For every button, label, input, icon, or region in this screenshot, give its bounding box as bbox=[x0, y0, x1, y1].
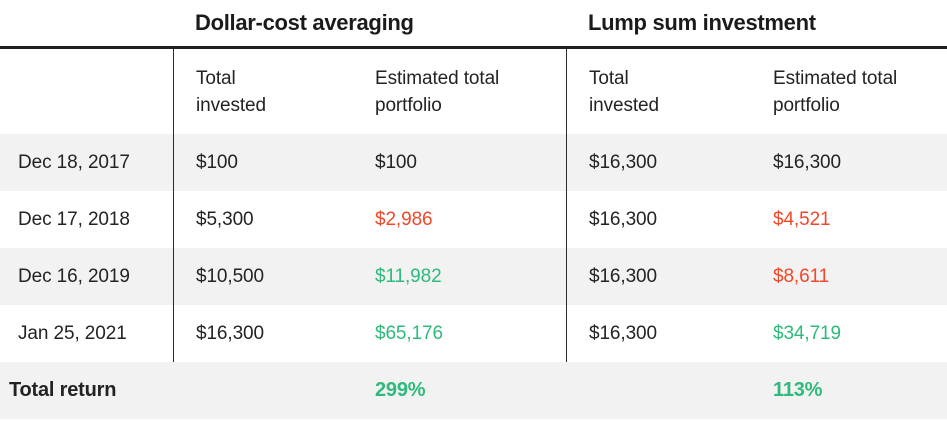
title-row-spacer bbox=[0, 0, 173, 49]
lump-portfolio-cell: $16,300 bbox=[751, 134, 947, 191]
column-header-dca-estimated-portfolio: Estimated total portfolio bbox=[353, 49, 566, 134]
section-title-lump-sum: Lump sum investment bbox=[566, 0, 947, 49]
section-title-dollar-cost-averaging: Dollar-cost averaging bbox=[173, 0, 566, 49]
total-return-spacer bbox=[173, 362, 353, 419]
total-return-label: Total return bbox=[0, 362, 173, 419]
date-cell: Dec 16, 2019 bbox=[0, 248, 173, 305]
total-return-spacer bbox=[566, 362, 751, 419]
dca-portfolio-cell: $65,176 bbox=[375, 322, 443, 344]
column-header-dca-total-invested: Total invested bbox=[173, 49, 353, 134]
dca-portfolio-cell: $11,982 bbox=[353, 248, 566, 305]
column-header-row: Total invested Estimated total portfolio… bbox=[0, 49, 947, 134]
date-cell: Dec 18, 2017 bbox=[0, 134, 173, 191]
section-title-row: Dollar-cost averaging Lump sum investmen… bbox=[0, 0, 947, 49]
dca-invested-cell: $16,300 bbox=[173, 305, 353, 362]
lump-invested-cell: $16,300 bbox=[566, 134, 751, 191]
table-row: Dec 18, 2017 $100 $100 $16,300 $16,300 bbox=[0, 134, 947, 191]
column-header-lump-total-invested: Total invested bbox=[566, 49, 751, 134]
table-row: Dec 17, 2018 $5,300 $2,986 $16,300 $4,52… bbox=[0, 191, 947, 248]
lump-portfolio-cell: $34,719 bbox=[773, 322, 841, 344]
dca-total-return-value: 299% bbox=[353, 362, 566, 419]
column-header-lump-estimated-portfolio: Estimated total portfolio bbox=[751, 49, 947, 134]
lump-invested-cell: $16,300 bbox=[566, 191, 751, 248]
lump-total-return-value: 113% bbox=[751, 362, 947, 419]
lump-portfolio-cell: $4,521 bbox=[773, 208, 831, 230]
date-cell: Jan 25, 2021 bbox=[18, 322, 127, 344]
lump-invested-cell: $16,300 bbox=[566, 248, 751, 305]
date-cell: Dec 17, 2018 bbox=[18, 208, 130, 230]
table-row: Dec 16, 2019 $10,500 $11,982 $16,300 $8,… bbox=[0, 248, 947, 305]
lump-invested-cell: $16,300 bbox=[566, 305, 751, 362]
dca-portfolio-cell: $100 bbox=[353, 134, 566, 191]
header-spacer bbox=[0, 49, 173, 134]
total-return-row: Total return 299% 113% bbox=[0, 362, 947, 419]
dca-portfolio-cell: $2,986 bbox=[375, 208, 433, 230]
dca-invested-cell: $10,500 bbox=[173, 248, 353, 305]
table-row: Jan 25, 2021 $16,300 $65,176 $16,300 $34… bbox=[0, 305, 947, 362]
dca-invested-cell: $5,300 bbox=[173, 191, 353, 248]
dca-invested-cell: $100 bbox=[173, 134, 353, 191]
lump-portfolio-cell: $8,611 bbox=[751, 248, 947, 305]
